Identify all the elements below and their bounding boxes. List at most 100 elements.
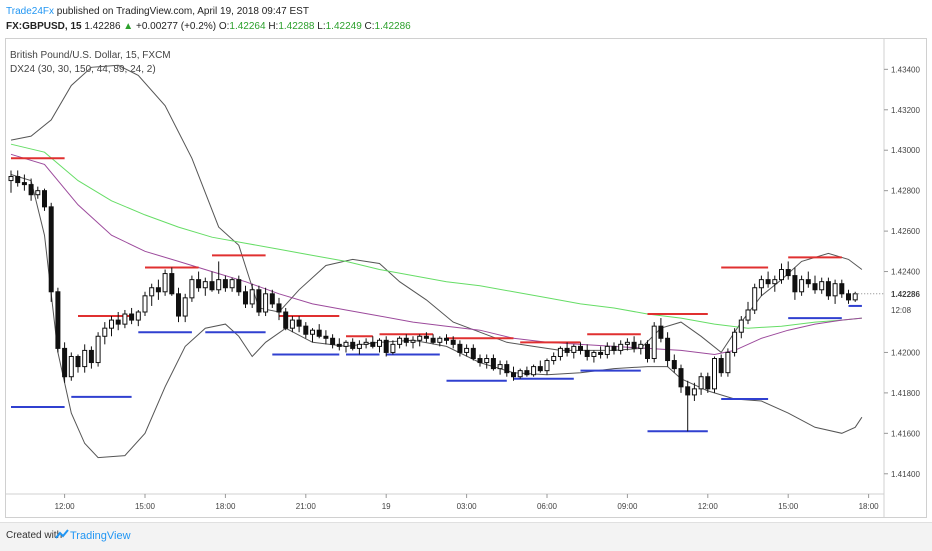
candle-body [15,176,21,184]
candle-body [712,358,717,390]
candle-body [725,351,731,374]
candle-body [832,283,838,297]
indicator-legend: DX24 (30, 30, 150, 44, 89, 24, 2) [10,64,156,75]
close-label: C: [364,21,375,32]
candle-body [236,279,242,293]
candle-body [28,184,34,196]
ema-fast-line [10,153,862,356]
candle-body [55,291,61,349]
chart-area[interactable]: British Pound/U.S. Dollar, 15, FXCM DX24… [5,38,927,518]
low-value: 1.42249 [325,21,362,32]
candle-body [21,182,27,186]
candle-body [738,319,744,333]
candle-body [779,269,784,281]
candle-body [209,281,215,291]
candle-body [758,279,764,289]
candle-body [75,355,81,368]
candle-body [604,345,610,355]
created-with-label: Created with [6,530,63,541]
candle-body [805,279,811,285]
x-tick-label: 12:00 [698,502,719,511]
tradingview-brand[interactable]: TradingView [70,530,131,542]
candle-body [403,337,409,343]
candle-body [484,358,490,364]
candle-body [490,358,496,370]
candle-body [685,386,691,396]
candle-body [336,343,342,347]
candle-body [792,275,798,293]
candle-body [584,349,590,357]
candle-body [269,293,275,305]
candle-body [423,335,429,339]
price-change: +0.00277 (+0.2%) [135,21,217,32]
candle-body [524,370,530,376]
candle-body [95,335,101,364]
x-tick-label: 09:00 [617,502,638,511]
candle-body [531,366,537,376]
tradingview-logo-icon [55,529,69,539]
candle-body [544,360,550,372]
candle-body [142,295,148,313]
candle-body [705,376,711,390]
price-chart[interactable]: British Pound/U.S. Dollar, 15, FXCM DX24… [6,39,926,517]
low-label: L: [317,21,326,32]
candle-body [189,279,195,299]
chart-title: British Pound/U.S. Dollar, 15, FXCM [10,50,171,61]
candle-body [383,339,389,353]
candle-body [202,281,208,289]
candle-body [323,335,329,339]
chart-header: Trade24Fx published on TradingView.com, … [0,0,932,36]
candle-body [578,345,583,351]
y-tick-label: 1.42800 [891,187,920,196]
candle-body [410,339,416,343]
ema-slow-line [10,143,862,329]
candle-body [129,313,135,321]
candle-body [765,279,771,285]
candle-body [732,331,738,353]
candle-body [477,358,483,364]
x-tick-label: 06:00 [537,502,558,511]
x-tick-label: 15:00 [778,502,799,511]
candle-body [517,370,523,378]
candle-body [62,347,68,378]
candle-body [785,269,791,277]
candle-body [35,190,41,196]
x-tick-label: 19 [382,502,391,511]
author-link[interactable]: Trade24Fx [6,6,54,17]
candle-body [289,319,295,329]
y-tick-label: 1.41400 [891,470,920,479]
candle-body [819,281,825,291]
candle-body [497,364,503,370]
candle-body [316,329,322,337]
high-label: H: [268,21,279,32]
candle-body [102,327,108,337]
candle-body [698,376,704,390]
high-value: 1.42288 [278,21,315,32]
x-tick-label: 12:00 [55,502,76,511]
candle-body [350,341,356,349]
candle-body [430,337,436,343]
candle-body [122,313,128,325]
candle-body [229,279,235,289]
candle-body [825,281,831,297]
candle-body [249,289,255,305]
candle-body [551,355,557,362]
y-tick-label: 1.43400 [891,65,920,74]
candle-body [176,293,181,317]
y-tick-label: 1.43000 [891,146,920,155]
candle-body [196,279,202,289]
ohlc-line: FX:GBPUSD, 15 1.42286 ▲ +0.00277 (+0.2%)… [6,21,411,32]
candle-body [8,176,14,182]
candle-body [651,325,657,360]
candle-body [169,273,175,295]
candle-body [155,287,161,293]
candle-body [571,345,577,353]
published-text: published on TradingView.com, April 19, … [53,6,309,17]
candle-body [504,364,510,374]
last-price: 1.42286 [84,21,121,32]
candle-body [511,372,516,378]
lower-band-line [10,174,863,459]
x-tick-label: 21:00 [296,502,317,511]
candle-body [671,360,677,370]
candle-body [457,343,463,353]
